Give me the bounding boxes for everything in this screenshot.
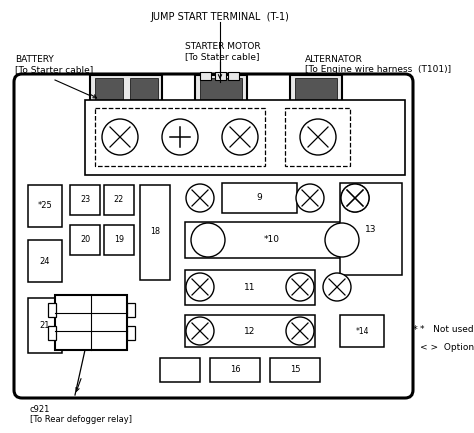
Text: 21: 21 (40, 320, 50, 330)
Text: 22: 22 (114, 196, 124, 204)
Bar (70, 225, 100, 255)
Bar (28, 185, 62, 227)
Circle shape (286, 317, 314, 345)
Bar (285, 108, 350, 166)
Bar (185, 315, 315, 347)
Text: ALTERNATOR
[To Engine wire harness  (T101)]: ALTERNATOR [To Engine wire harness (T101… (305, 55, 451, 74)
Text: 15: 15 (290, 365, 300, 375)
Text: *10: *10 (264, 236, 280, 245)
Text: 12: 12 (244, 326, 255, 336)
FancyBboxPatch shape (14, 74, 413, 398)
Bar (28, 298, 62, 353)
Text: 13: 13 (365, 224, 377, 233)
Bar (185, 270, 315, 305)
Bar (48, 303, 56, 317)
Bar (95, 108, 265, 166)
Text: *25: *25 (37, 201, 52, 210)
Bar (104, 185, 134, 215)
Bar (295, 78, 337, 100)
Circle shape (300, 119, 336, 155)
Bar (48, 326, 56, 340)
Text: 18: 18 (150, 227, 160, 236)
Text: *14: *14 (355, 326, 369, 336)
Text: c921
[To Rear defogger relay]: c921 [To Rear defogger relay] (30, 405, 132, 424)
Bar (85, 100, 405, 175)
Bar (222, 183, 297, 213)
Text: 24: 24 (40, 256, 50, 265)
Circle shape (186, 273, 214, 301)
Bar (127, 303, 135, 317)
Bar (228, 72, 239, 80)
Circle shape (102, 119, 138, 155)
Text: < >  Option: < > Option (420, 343, 474, 352)
Bar (55, 295, 127, 350)
Bar (104, 225, 134, 255)
Bar (290, 75, 342, 105)
Text: *: * (413, 325, 418, 335)
Text: 9: 9 (256, 194, 262, 203)
Bar (185, 222, 360, 258)
Text: *   Not used: * Not used (420, 326, 474, 335)
Circle shape (323, 273, 351, 301)
Bar (215, 72, 226, 80)
Bar (160, 358, 200, 382)
Circle shape (325, 223, 359, 257)
Circle shape (296, 184, 324, 212)
Bar (270, 358, 320, 382)
Bar (70, 185, 100, 215)
Text: 16: 16 (230, 365, 240, 375)
Bar (90, 75, 162, 105)
Text: 19: 19 (114, 236, 124, 245)
Text: 11: 11 (244, 282, 256, 291)
Circle shape (162, 119, 198, 155)
Bar (28, 240, 62, 282)
Bar (200, 78, 242, 100)
Bar (340, 315, 384, 347)
Bar (130, 78, 158, 100)
Circle shape (341, 184, 369, 212)
Circle shape (286, 273, 314, 301)
Bar (127, 326, 135, 340)
Text: 23: 23 (80, 196, 90, 204)
Bar (210, 358, 260, 382)
Circle shape (186, 317, 214, 345)
Bar (140, 185, 170, 280)
Text: 20: 20 (80, 236, 90, 245)
Bar (200, 72, 211, 80)
Circle shape (222, 119, 258, 155)
Bar (195, 75, 247, 105)
Text: STARTER MOTOR
[To Stater cable]: STARTER MOTOR [To Stater cable] (185, 42, 261, 61)
Text: BATTERY
[To Starter cable]: BATTERY [To Starter cable] (15, 55, 93, 74)
Circle shape (341, 184, 369, 212)
Bar (340, 183, 402, 275)
Circle shape (191, 223, 225, 257)
Circle shape (186, 184, 214, 212)
Bar (95, 78, 123, 100)
Text: JUMP START TERMINAL  (T-1): JUMP START TERMINAL (T-1) (151, 12, 290, 22)
